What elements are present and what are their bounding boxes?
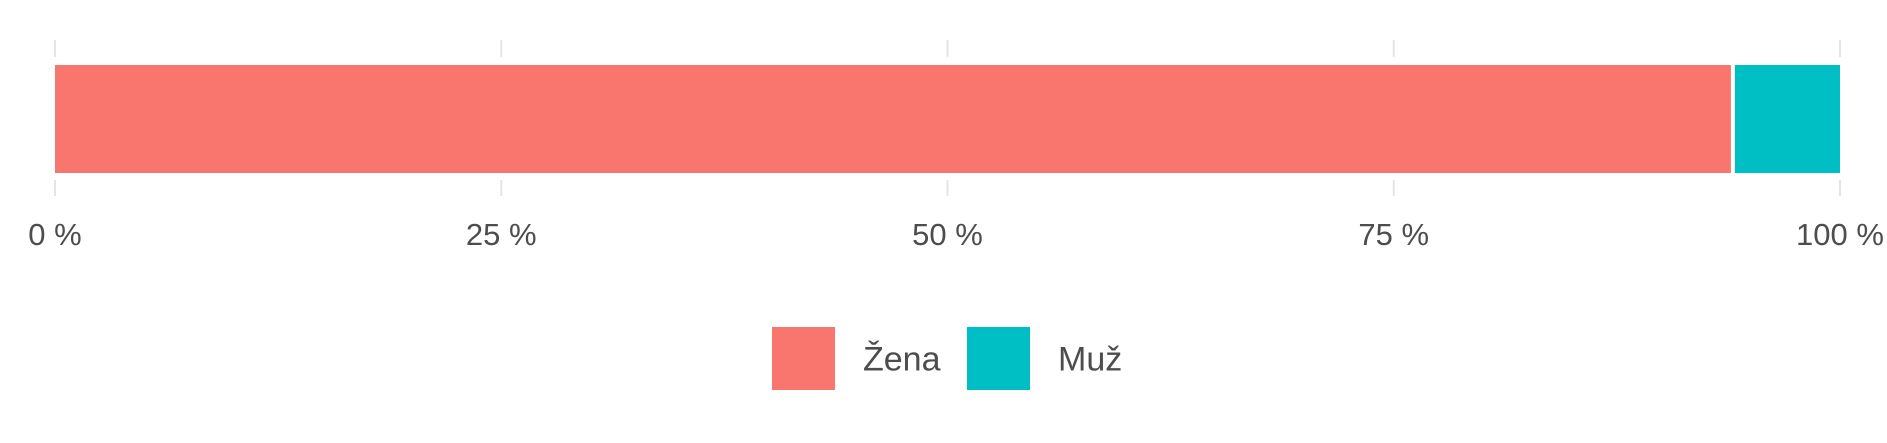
bar-segment-0 bbox=[55, 65, 1731, 173]
x-tick-label-4: 100 % bbox=[1796, 217, 1884, 252]
x-tick-label-2: 50 % bbox=[912, 217, 983, 252]
legend-key-0 bbox=[772, 327, 835, 390]
x-axis-tick-labels: 0 % 25 % 50 % 75 % 100 % bbox=[28, 217, 1884, 252]
x-tick-label-3: 75 % bbox=[1358, 217, 1429, 252]
legend: Žena Muž bbox=[772, 327, 1122, 390]
bar-segments bbox=[55, 65, 1840, 173]
legend-label-1: Muž bbox=[1058, 341, 1122, 379]
bar-segment-1 bbox=[1734, 65, 1840, 173]
legend-label-0: Žena bbox=[863, 341, 941, 379]
x-tick-label-0: 0 % bbox=[28, 217, 81, 252]
x-axis-ticks bbox=[54, 40, 1841, 196]
x-tick-label-1: 25 % bbox=[466, 217, 537, 252]
legend-key-1 bbox=[967, 327, 1030, 390]
